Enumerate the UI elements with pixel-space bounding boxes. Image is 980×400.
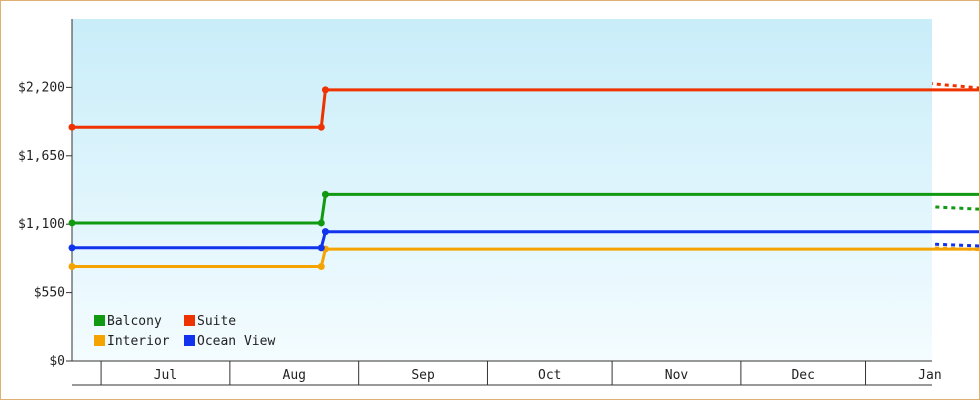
legend-label: Suite: [197, 314, 236, 329]
legend: Balcony Suite Interior Ocean View: [94, 314, 275, 349]
y-axis: $0 $550 $1,100 $1,650 $2,200: [18, 19, 73, 369]
series-interior: [68, 245, 979, 270]
plot-background: [72, 19, 932, 361]
legend-swatch: [184, 315, 195, 326]
legend-swatch: [94, 335, 105, 346]
series-history-line: [70, 192, 979, 225]
series-layer: [68, 82, 979, 270]
series-balcony: [68, 190, 979, 227]
data-point: [68, 123, 76, 131]
y-tick-label: $1,100: [18, 217, 65, 232]
data-point: [68, 244, 76, 252]
x-axis: JulAugSepOctNovDecJanFebMarAprMayJunJulA…: [72, 360, 942, 386]
data-point: [68, 219, 76, 227]
x-month-label: Aug: [283, 368, 306, 383]
y-tick-label: $2,200: [18, 80, 65, 95]
legend-label: Ocean View: [197, 334, 275, 349]
series-ocean-view: [68, 228, 979, 252]
data-point: [317, 244, 325, 252]
x-month-label: Nov: [665, 368, 689, 383]
series-forecast-line: [931, 205, 979, 211]
series-history-line: [70, 88, 979, 129]
x-month-label: Jul: [154, 368, 177, 383]
legend-swatch: [184, 335, 195, 346]
x-month-label: Jan: [918, 368, 941, 383]
data-point: [321, 86, 329, 94]
x-month-label: Sep: [411, 368, 435, 383]
legend-label: Balcony: [107, 314, 162, 329]
data-point: [68, 262, 76, 270]
data-point: [321, 190, 329, 198]
series-suite: [68, 82, 979, 131]
y-tick-label: $550: [34, 286, 65, 301]
series-forecast-line: [931, 246, 979, 252]
legend-swatch: [94, 315, 105, 326]
y-tick-label: $0: [49, 354, 65, 369]
data-point: [317, 262, 325, 270]
x-month-label: Dec: [791, 368, 814, 383]
data-point: [317, 123, 325, 131]
legend-label: Interior: [107, 334, 170, 349]
x-month-label: Oct: [538, 368, 561, 383]
data-point: [317, 219, 325, 227]
data-point: [321, 228, 329, 236]
y-tick-label: $1,650: [18, 149, 65, 164]
series-history-line: [70, 230, 979, 250]
